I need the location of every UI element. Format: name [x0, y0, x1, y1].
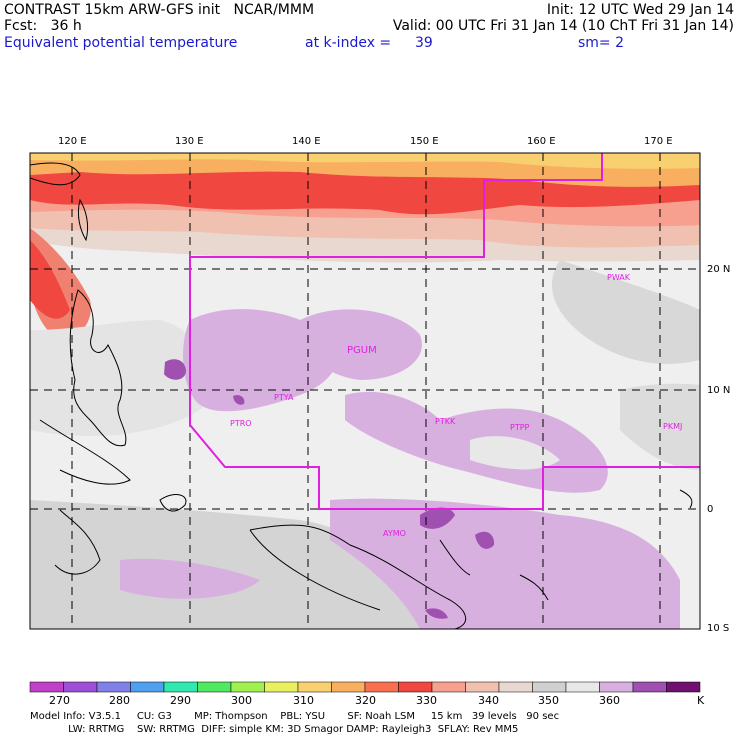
- colorbar-swatch: [163, 681, 198, 693]
- colorbar-swatch: [599, 681, 634, 693]
- colorbar-label: 350: [538, 694, 559, 707]
- station-label: PTPP: [510, 423, 530, 432]
- colorbar-swatch: [130, 681, 165, 693]
- station-label: PWAK: [607, 273, 631, 282]
- colorbar-label: 330: [416, 694, 437, 707]
- lon-label-140e: 140 E: [292, 136, 321, 147]
- colorbar-label: 290: [170, 694, 191, 707]
- lat-label-20n: 20 N: [707, 264, 731, 275]
- lon-label-160e: 160 E: [527, 136, 556, 147]
- lon-label-170e: 170 E: [644, 136, 673, 147]
- station-label: PGUM: [347, 345, 377, 356]
- smoothing-label: sm= 2: [578, 35, 625, 51]
- colorbar-swatch: [431, 681, 466, 693]
- region-boundary: [189, 153, 700, 510]
- colorbar-label: 310: [293, 694, 314, 707]
- colorbar: [29, 681, 701, 693]
- station-label: AYMO: [383, 529, 406, 538]
- colorbar-label: 320: [355, 694, 376, 707]
- model-info-line1: Model Info: V3.5.1 CU: G3 MP: Thompson P…: [30, 711, 560, 722]
- colorbar-swatch: [632, 681, 667, 693]
- colorbar-swatch: [565, 681, 600, 693]
- colorbar-swatch: [96, 681, 131, 693]
- colorbar-swatch: [666, 681, 701, 693]
- colorbar-swatch: [398, 681, 433, 693]
- colorbar-label: 280: [109, 694, 130, 707]
- lat-label-0: 0: [707, 504, 714, 515]
- colorbar-swatch: [264, 681, 299, 693]
- colorbar-swatch: [498, 681, 533, 693]
- model-title: CONTRAST 15km ARW-GFS init NCAR/MMM: [4, 2, 315, 18]
- station-label: PTRO: [230, 419, 252, 428]
- lat-label-10n: 10 N: [707, 385, 731, 396]
- station-label: PKMJ: [663, 422, 683, 431]
- colorbar-swatch: [364, 681, 399, 693]
- valid-time: Valid: 00 UTC Fri 31 Jan 14 (10 ChT Fri …: [392, 18, 734, 34]
- colorbar-label: 340: [478, 694, 499, 707]
- level-value: 39: [415, 35, 433, 51]
- lat-label-10s: 10 S: [707, 623, 730, 634]
- colorbar-swatch: [532, 681, 567, 693]
- field-name: Equivalent potential temperature: [4, 35, 238, 51]
- colorbar-swatch: [465, 681, 500, 693]
- colorbar-swatch: [230, 681, 265, 693]
- station-label: PTKK: [435, 417, 456, 426]
- model-info-line2: LW: RRTMG SW: RRTMG DIFF: simple KM: 3D …: [30, 724, 519, 735]
- colorbar-swatch: [297, 681, 332, 693]
- init-time: Init: 12 UTC Wed 29 Jan 14: [546, 2, 734, 18]
- colorbar-label: 360: [599, 694, 620, 707]
- colorbar-swatch: [331, 681, 366, 693]
- theta-e-field: [30, 153, 700, 629]
- coastlines: [30, 162, 693, 629]
- colorbar-swatch: [29, 681, 64, 693]
- colorbar-unit: K: [697, 694, 705, 707]
- map-frame: [29, 152, 701, 630]
- station-label: PTYA: [274, 393, 294, 402]
- colorbar-label: 270: [49, 694, 70, 707]
- lon-label-120e: 120 E: [58, 136, 87, 147]
- colorbar-label: 300: [231, 694, 252, 707]
- forecast-hour: Fcst: 36 h: [4, 18, 82, 34]
- level-label: at k-index =: [305, 35, 392, 51]
- colorbar-swatch: [197, 681, 232, 693]
- lon-label-150e: 150 E: [410, 136, 439, 147]
- colorbar-swatch: [63, 681, 98, 693]
- lon-label-130e: 130 E: [175, 136, 204, 147]
